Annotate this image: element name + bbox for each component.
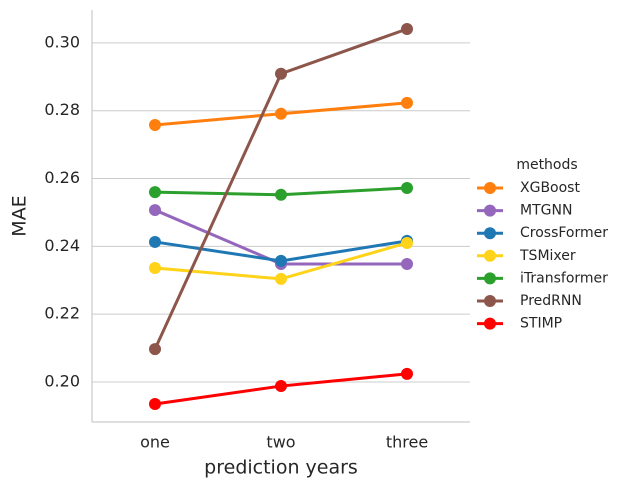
point: [401, 367, 413, 380]
point: [149, 186, 161, 199]
point: [401, 22, 413, 35]
point: [149, 398, 161, 411]
point: [275, 254, 287, 267]
point: [401, 236, 413, 249]
legend-marker: [484, 272, 496, 285]
point: [275, 67, 287, 80]
legend-text: STIMP: [520, 316, 562, 332]
y-tick-label: 0.22: [44, 304, 80, 323]
y-tick-label: 0.28: [44, 100, 80, 119]
x-tick-label: one: [140, 433, 170, 452]
legend-text: PredRNN: [520, 293, 582, 309]
point: [275, 272, 287, 285]
legend-marker: [484, 249, 496, 262]
legend-marker: [484, 227, 496, 240]
point: [401, 257, 413, 270]
y-tick-label: 0.24: [44, 236, 80, 255]
point: [401, 182, 413, 195]
point: [401, 96, 413, 109]
point: [149, 118, 161, 131]
legend-text: XGBoost: [520, 180, 580, 196]
legend-marker: [484, 182, 496, 194]
x-axis-title: prediction years: [204, 457, 358, 479]
legend-text: TSMixer: [519, 248, 576, 264]
point: [275, 380, 287, 393]
legend-text: MTGNN: [520, 203, 572, 219]
y-tick-label: 0.26: [44, 168, 80, 187]
point: [149, 343, 161, 356]
y-tick-label: 0.20: [44, 371, 80, 390]
point: [149, 235, 161, 248]
legend-text: iTransformer: [520, 270, 608, 286]
x-tick-label: three: [386, 433, 428, 452]
point: [149, 204, 161, 217]
legend-text: CrossFormer: [520, 225, 608, 241]
y-axis-title: MAE: [9, 195, 31, 236]
y-tick-label: 0.30: [44, 32, 80, 51]
legend-marker: [484, 295, 496, 307]
legend-marker: [484, 317, 496, 330]
point: [275, 107, 287, 120]
x-tick-label: two: [266, 433, 295, 452]
point: [149, 262, 161, 275]
point: [275, 188, 287, 201]
legend-title: methods: [516, 157, 577, 173]
legend-marker: [484, 204, 496, 217]
